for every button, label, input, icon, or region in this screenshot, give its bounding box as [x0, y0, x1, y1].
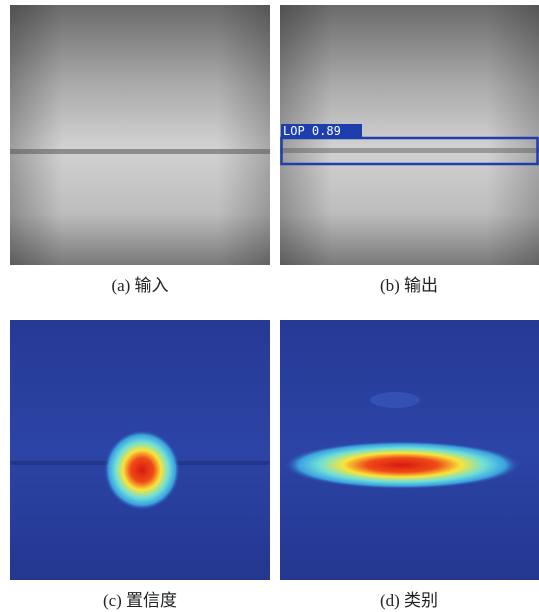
panel-input: (a) 输入: [10, 5, 270, 295]
caption: (c) 置信度: [103, 591, 177, 610]
caption: (b) 输出: [380, 276, 438, 295]
panel-class: (d) 类别: [280, 320, 539, 610]
panel-output: LOP 0.89 (b) 输出: [280, 5, 539, 295]
caption: (d) 类别: [380, 591, 438, 610]
panel-confidence: (c) 置信度: [10, 320, 270, 610]
figure: (a) 输入 LOP 0.89 (b) 输出 (c) 置信度 (d) 类别: [0, 0, 539, 612]
detection-label: LOP 0.89: [283, 124, 341, 138]
caption: (a) 输入: [111, 276, 168, 295]
